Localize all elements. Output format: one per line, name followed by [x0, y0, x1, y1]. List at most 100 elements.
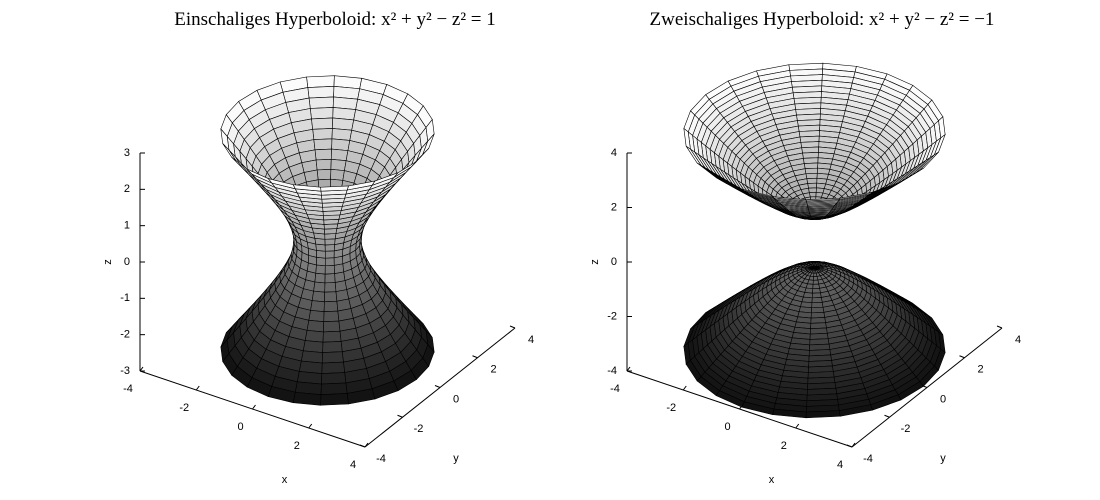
y-tick-label: -4 [376, 453, 386, 465]
y-tick-label: 0 [453, 393, 459, 405]
surface-patch [805, 410, 841, 419]
surface-patch [324, 257, 335, 267]
chart-title: Zweischaliges Hyperboloid: x² + y² − z² … [650, 9, 995, 30]
y-tick [509, 325, 516, 329]
surface-patch [330, 169, 345, 181]
surface-patch [320, 393, 349, 406]
surface-patch [807, 182, 818, 189]
surface-patch [313, 138, 333, 151]
surface-patch [324, 233, 337, 240]
x-tick [195, 385, 200, 391]
surface-patch [811, 297, 823, 304]
y-tick-label: -4 [863, 453, 873, 465]
y-tick-label: 2 [490, 364, 496, 376]
surface-patch [321, 372, 347, 385]
y-axis-label: y [453, 452, 459, 464]
z-tick-label: -4 [607, 365, 617, 377]
y-tick-label: 0 [940, 393, 946, 405]
z-tick-label: -1 [120, 292, 130, 304]
surface-patch [307, 86, 335, 99]
surface-patch [309, 107, 334, 120]
x-tick-label: 4 [350, 459, 356, 471]
z-tick-label: 2 [611, 201, 617, 213]
y-axis-label: y [940, 452, 946, 464]
surface-patch [322, 341, 343, 353]
x-tick-label: 4 [837, 459, 843, 471]
surface-patch [310, 300, 325, 312]
surface-patch [811, 306, 825, 314]
y-tick [846, 444, 853, 448]
x-tick-label: 0 [724, 421, 730, 433]
x-tick [682, 385, 687, 391]
surface-patch [322, 330, 342, 343]
surface-patch [292, 391, 322, 406]
y-tick [359, 444, 366, 448]
x-tick-label: -4 [610, 383, 620, 395]
surface-patch [324, 265, 335, 275]
surface-patch [316, 250, 326, 259]
z-tick-label: 3 [124, 147, 130, 159]
surface-patch [806, 177, 818, 184]
surface-patch [810, 311, 826, 319]
surface-patch [321, 351, 344, 364]
surface-patch [805, 172, 818, 180]
x-tick-label: 2 [781, 440, 787, 452]
surface-patch [323, 310, 340, 323]
x-tick-label: 0 [237, 421, 243, 433]
x-axis-label: x [282, 474, 288, 486]
x-tick-label: 2 [294, 440, 300, 452]
surface-patch [330, 148, 349, 162]
surface-patch [801, 146, 820, 154]
surface-patch [315, 264, 326, 275]
y-tick [884, 414, 890, 418]
surface-patch [803, 162, 819, 170]
chart-title: Einschaliges Hyperboloid: x² + y² − z² =… [174, 9, 496, 30]
x-tick [252, 404, 256, 410]
x-tick [364, 442, 369, 448]
surface-patch [802, 152, 819, 159]
z-tick-label: 0 [611, 256, 617, 268]
surface-patch [803, 157, 819, 164]
z-tick-label: 1 [124, 220, 130, 232]
x-tick-label: -2 [666, 402, 676, 414]
surface-patch [324, 250, 335, 259]
surface-patch [314, 272, 326, 284]
surface-patch [311, 117, 334, 130]
x-tick [626, 366, 631, 372]
surface-patch [838, 191, 873, 200]
surface-patch [324, 228, 338, 235]
surface-patch [315, 158, 332, 171]
surface-patch [316, 169, 332, 181]
y-tick-label: 2 [977, 364, 983, 376]
y-tick [472, 355, 478, 359]
y-tick-label: -2 [414, 423, 424, 435]
y-tick [996, 325, 1003, 329]
surface-patch [331, 138, 351, 151]
surface-patch [323, 320, 341, 333]
surface-patch [320, 185, 349, 192]
surface-patch [321, 361, 346, 374]
z-tick-label: 0 [124, 256, 130, 268]
x-tick [851, 442, 856, 448]
x-tick [139, 366, 144, 372]
z-tick-label: -2 [120, 329, 130, 341]
surface-patch [308, 96, 334, 109]
surface-patch [324, 238, 336, 246]
surface-patch [811, 301, 824, 309]
x-tick-label: -2 [179, 402, 189, 414]
y-tick-label: 4 [528, 334, 534, 346]
surface-patch [811, 292, 822, 299]
x-tick [308, 423, 313, 429]
surface-patch [324, 282, 337, 293]
y-tick-label: 4 [1015, 334, 1021, 346]
z-axis-label: z [102, 259, 114, 265]
surface-patch [312, 128, 333, 140]
surface-patch [331, 128, 353, 141]
y-tick [397, 414, 403, 418]
z-axis-label: z [589, 259, 601, 265]
surface-patch [324, 273, 336, 284]
surface-patch [306, 319, 325, 333]
y-tick [959, 355, 965, 359]
surface-patch [311, 290, 326, 303]
surface-patch [812, 288, 821, 294]
